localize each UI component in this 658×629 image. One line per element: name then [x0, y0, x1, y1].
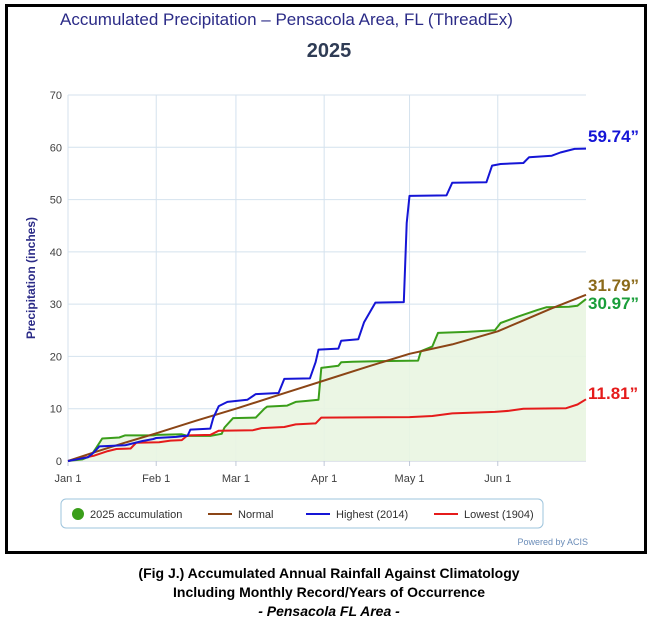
x-tick-label: Feb 1 [142, 473, 170, 485]
y-tick-label: 20 [50, 351, 62, 363]
figure-caption: (Fig J.) Accumulated Annual Rainfall Aga… [0, 564, 658, 621]
y-tick-label: 0 [56, 456, 62, 468]
x-tick-label: Mar 1 [222, 473, 250, 485]
y-axis-label: Precipitation (inches) [24, 217, 38, 339]
legend-marker-2025 [72, 508, 84, 520]
chart-subtitle: 2025 [306, 40, 352, 62]
end-value-label: 31.79” [588, 276, 639, 295]
legend-label: Normal [238, 509, 273, 521]
legend-label: 2025 accumulation [90, 509, 182, 521]
legend [60, 498, 544, 529]
y-tick-label: 40 [50, 247, 62, 259]
series-line-highest-2014 [67, 147, 587, 462]
chart-title: Accumulated Precipitation – Pensacola Ar… [60, 10, 513, 29]
legend-label: Lowest (1904) [464, 509, 534, 521]
x-tick-label: Apr 1 [311, 473, 337, 485]
series-line-lowest-1904 [67, 398, 587, 462]
end-value-label: 11.81” [588, 384, 638, 403]
y-tick-label: 60 [50, 142, 62, 154]
end-value-label: 30.97” [588, 294, 639, 313]
x-tick-label: May 1 [395, 473, 425, 485]
credit-text: Powered by ACIS [517, 537, 588, 547]
x-tick-label: Jun 1 [484, 473, 511, 485]
legend-label: Highest (2014) [336, 509, 408, 521]
series-line-normal [67, 293, 587, 462]
caption-line-2: Including Monthly Record/Years of Occurr… [173, 584, 485, 600]
series-line-2025-accumulation [67, 298, 587, 462]
y-tick-label: 50 [50, 195, 62, 207]
caption-line-1: (Fig J.) Accumulated Annual Rainfall Aga… [138, 565, 520, 581]
y-tick-label: 30 [50, 299, 62, 311]
end-value-label: 59.74” [588, 127, 639, 146]
caption-line-3: - Pensacola FL Area - [258, 603, 400, 619]
x-tick-label: Jan 1 [55, 473, 82, 485]
y-tick-label: 70 [50, 90, 62, 102]
y-tick-label: 10 [50, 404, 62, 416]
